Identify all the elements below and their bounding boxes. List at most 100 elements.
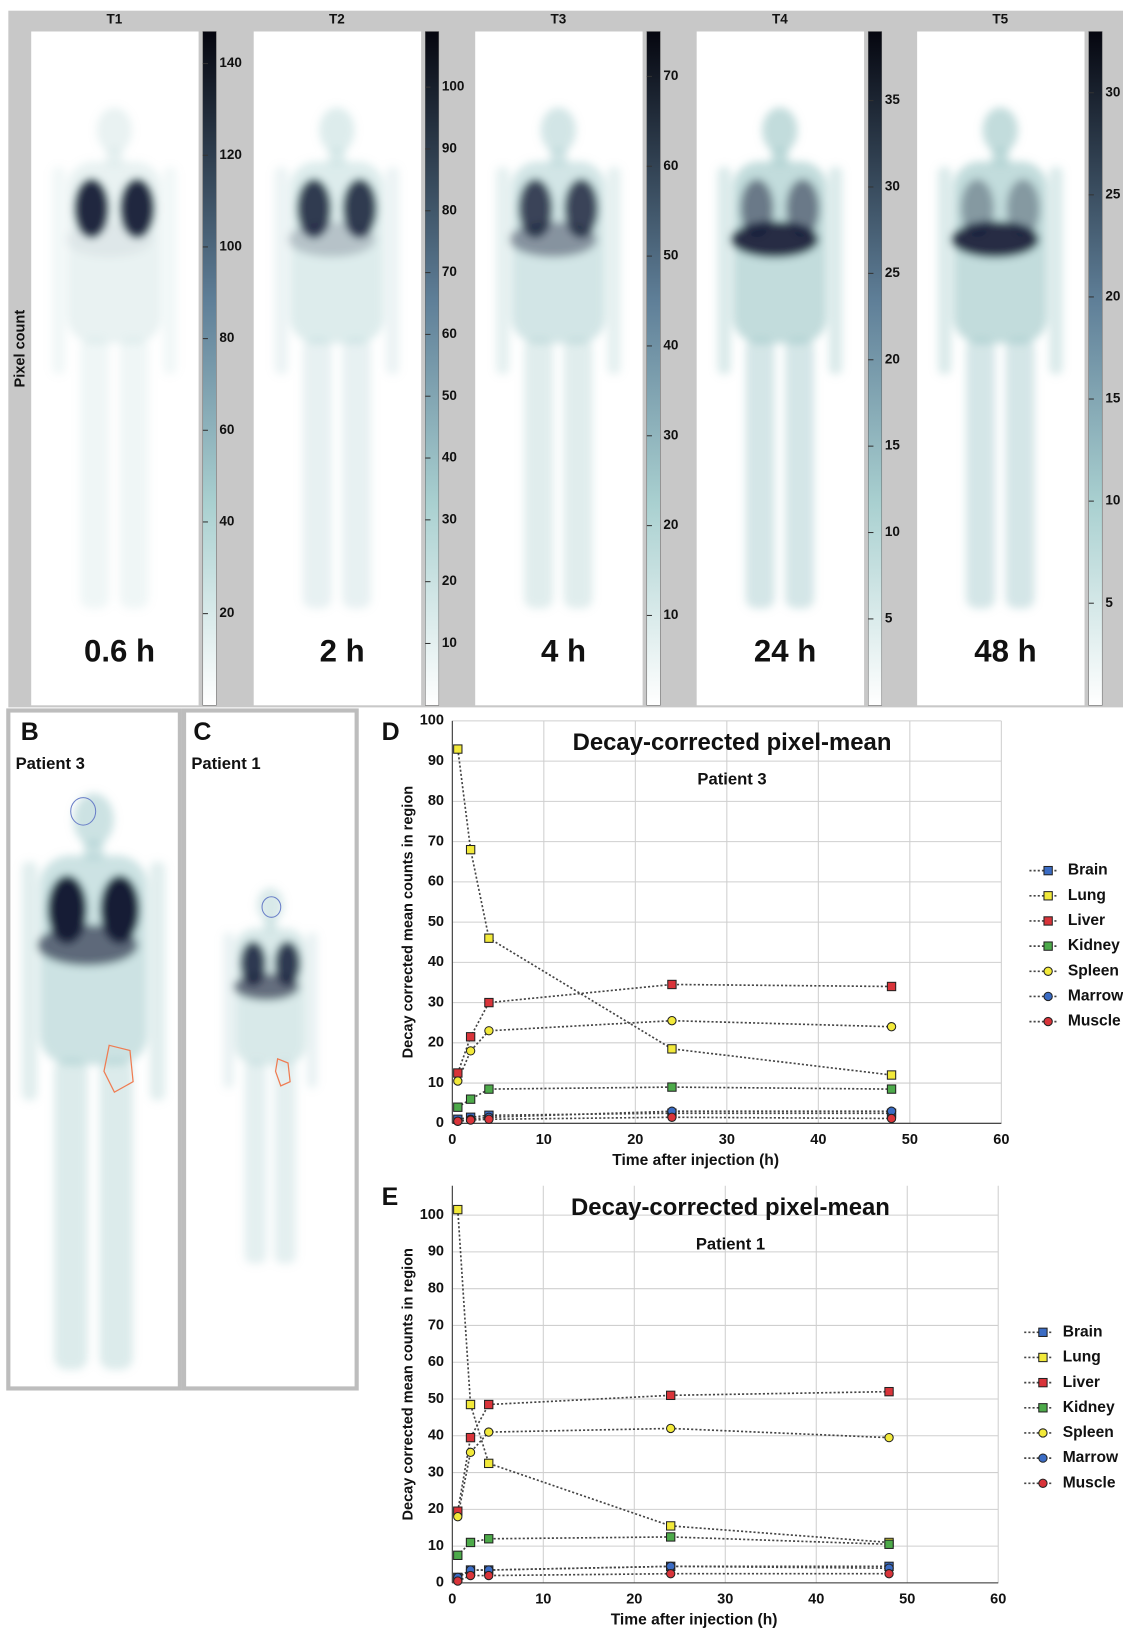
neck	[328, 148, 346, 165]
data-point	[884, 1386, 894, 1397]
colorbar-tick-label: 70	[663, 68, 678, 83]
y-tick-label: 10	[428, 1538, 444, 1554]
data-point	[484, 997, 494, 1008]
patient-label: Patient 1	[191, 754, 260, 773]
arm	[828, 166, 843, 375]
leg	[342, 338, 372, 609]
legend-marker	[1038, 1428, 1048, 1438]
colorbar-tick-label: 5	[1105, 595, 1113, 610]
legend-label: Liver	[1063, 1374, 1100, 1391]
leg	[54, 1058, 88, 1370]
colorbar-tick-label: 30	[885, 179, 900, 194]
data-point	[886, 1022, 897, 1032]
data-point	[667, 1082, 677, 1092]
data-point	[453, 744, 463, 754]
y-tick-label: 60	[428, 874, 444, 890]
arm	[307, 932, 318, 1089]
liver	[233, 973, 300, 1001]
panel-c-frame	[181, 708, 359, 1391]
leg	[244, 1060, 267, 1264]
neck	[771, 148, 789, 165]
lung	[564, 179, 598, 238]
legend-label: Kidney	[1068, 937, 1120, 954]
data-point	[484, 933, 494, 943]
data-point	[484, 1427, 494, 1437]
x-tick-label: 50	[902, 1132, 918, 1148]
lung	[100, 875, 140, 943]
colorbar-tick-label: 10	[442, 635, 457, 650]
chart-title: Decay-corrected pixel-mean	[573, 729, 892, 756]
legend-marker	[1043, 1016, 1053, 1027]
legend-label: Liver	[1068, 912, 1105, 929]
panel-letter: C	[193, 718, 211, 746]
x-axis-label: Time after injection (h)	[611, 1611, 778, 1628]
x-axis-label: Time after injection (h)	[612, 1152, 779, 1169]
arm	[51, 166, 66, 375]
arm	[21, 861, 38, 1101]
lung	[786, 179, 820, 238]
legend-marker	[1038, 1327, 1048, 1337]
x-tick-label: 20	[627, 1132, 643, 1148]
x-tick-label: 10	[536, 1132, 552, 1148]
series-line	[456, 1209, 890, 1544]
data-point	[465, 1115, 476, 1125]
y-tick-label: 0	[436, 1115, 444, 1131]
y-tick-label: 20	[428, 1501, 444, 1517]
colorbar-tick-label: 50	[442, 388, 457, 403]
data-point	[667, 979, 677, 990]
head	[540, 107, 577, 154]
data-point	[453, 1576, 463, 1586]
data-point	[453, 1512, 463, 1522]
chart-subtitle: Patient 1	[696, 1234, 765, 1253]
data-point	[465, 1399, 476, 1410]
chart-subtitle: Patient 3	[697, 770, 766, 789]
leg	[1005, 338, 1035, 609]
legend-label: Marrow	[1063, 1449, 1119, 1466]
legend-marker	[1043, 916, 1053, 926]
arm	[495, 166, 510, 375]
data-point	[465, 1432, 476, 1443]
colorbar	[425, 31, 440, 706]
legend-marker	[1038, 1377, 1048, 1388]
liver	[288, 221, 376, 258]
x-tick-label: 40	[810, 1132, 826, 1148]
y-tick-label: 70	[428, 833, 444, 849]
y-axis-label: Decay corrected mean counts in region	[400, 1248, 416, 1520]
legend-marker	[1043, 941, 1053, 951]
legend-label: Lung	[1063, 1349, 1101, 1366]
colorbar-tick-label: 25	[1105, 186, 1121, 201]
y-tick-label: 70	[428, 1317, 444, 1333]
data-point	[465, 844, 476, 855]
colorbar-tick-label: 30	[1105, 84, 1120, 99]
neck	[106, 148, 123, 165]
legend-label: Marrow	[1068, 988, 1123, 1005]
legend-label: Muscle	[1063, 1474, 1116, 1491]
x-tick-label: 60	[990, 1591, 1006, 1607]
leg	[563, 338, 593, 609]
head	[96, 107, 133, 154]
data-point	[484, 1026, 494, 1036]
data-point	[886, 1113, 897, 1124]
neck	[550, 148, 567, 165]
colorbar-tick-label: 10	[663, 607, 678, 622]
leg	[302, 338, 332, 609]
column-title: T3	[550, 12, 566, 27]
roi-outline	[261, 896, 282, 918]
colorbar-tick-label: 100	[442, 79, 465, 94]
arm	[937, 166, 952, 375]
leg	[785, 338, 815, 609]
liver	[65, 221, 153, 258]
data-point	[465, 1032, 476, 1042]
y-tick-label: 50	[428, 914, 444, 930]
roi-outline	[103, 1044, 134, 1093]
patient-label: Patient 3	[16, 754, 85, 773]
colorbar-tick-label: 25	[885, 265, 901, 280]
colorbar-tick-label: 10	[1105, 493, 1120, 508]
panel-letter: E	[382, 1183, 399, 1211]
x-tick-label: 0	[448, 1132, 456, 1148]
y-tick-label: 80	[428, 793, 444, 809]
data-point	[667, 1016, 677, 1026]
legend-marker	[1043, 891, 1053, 901]
